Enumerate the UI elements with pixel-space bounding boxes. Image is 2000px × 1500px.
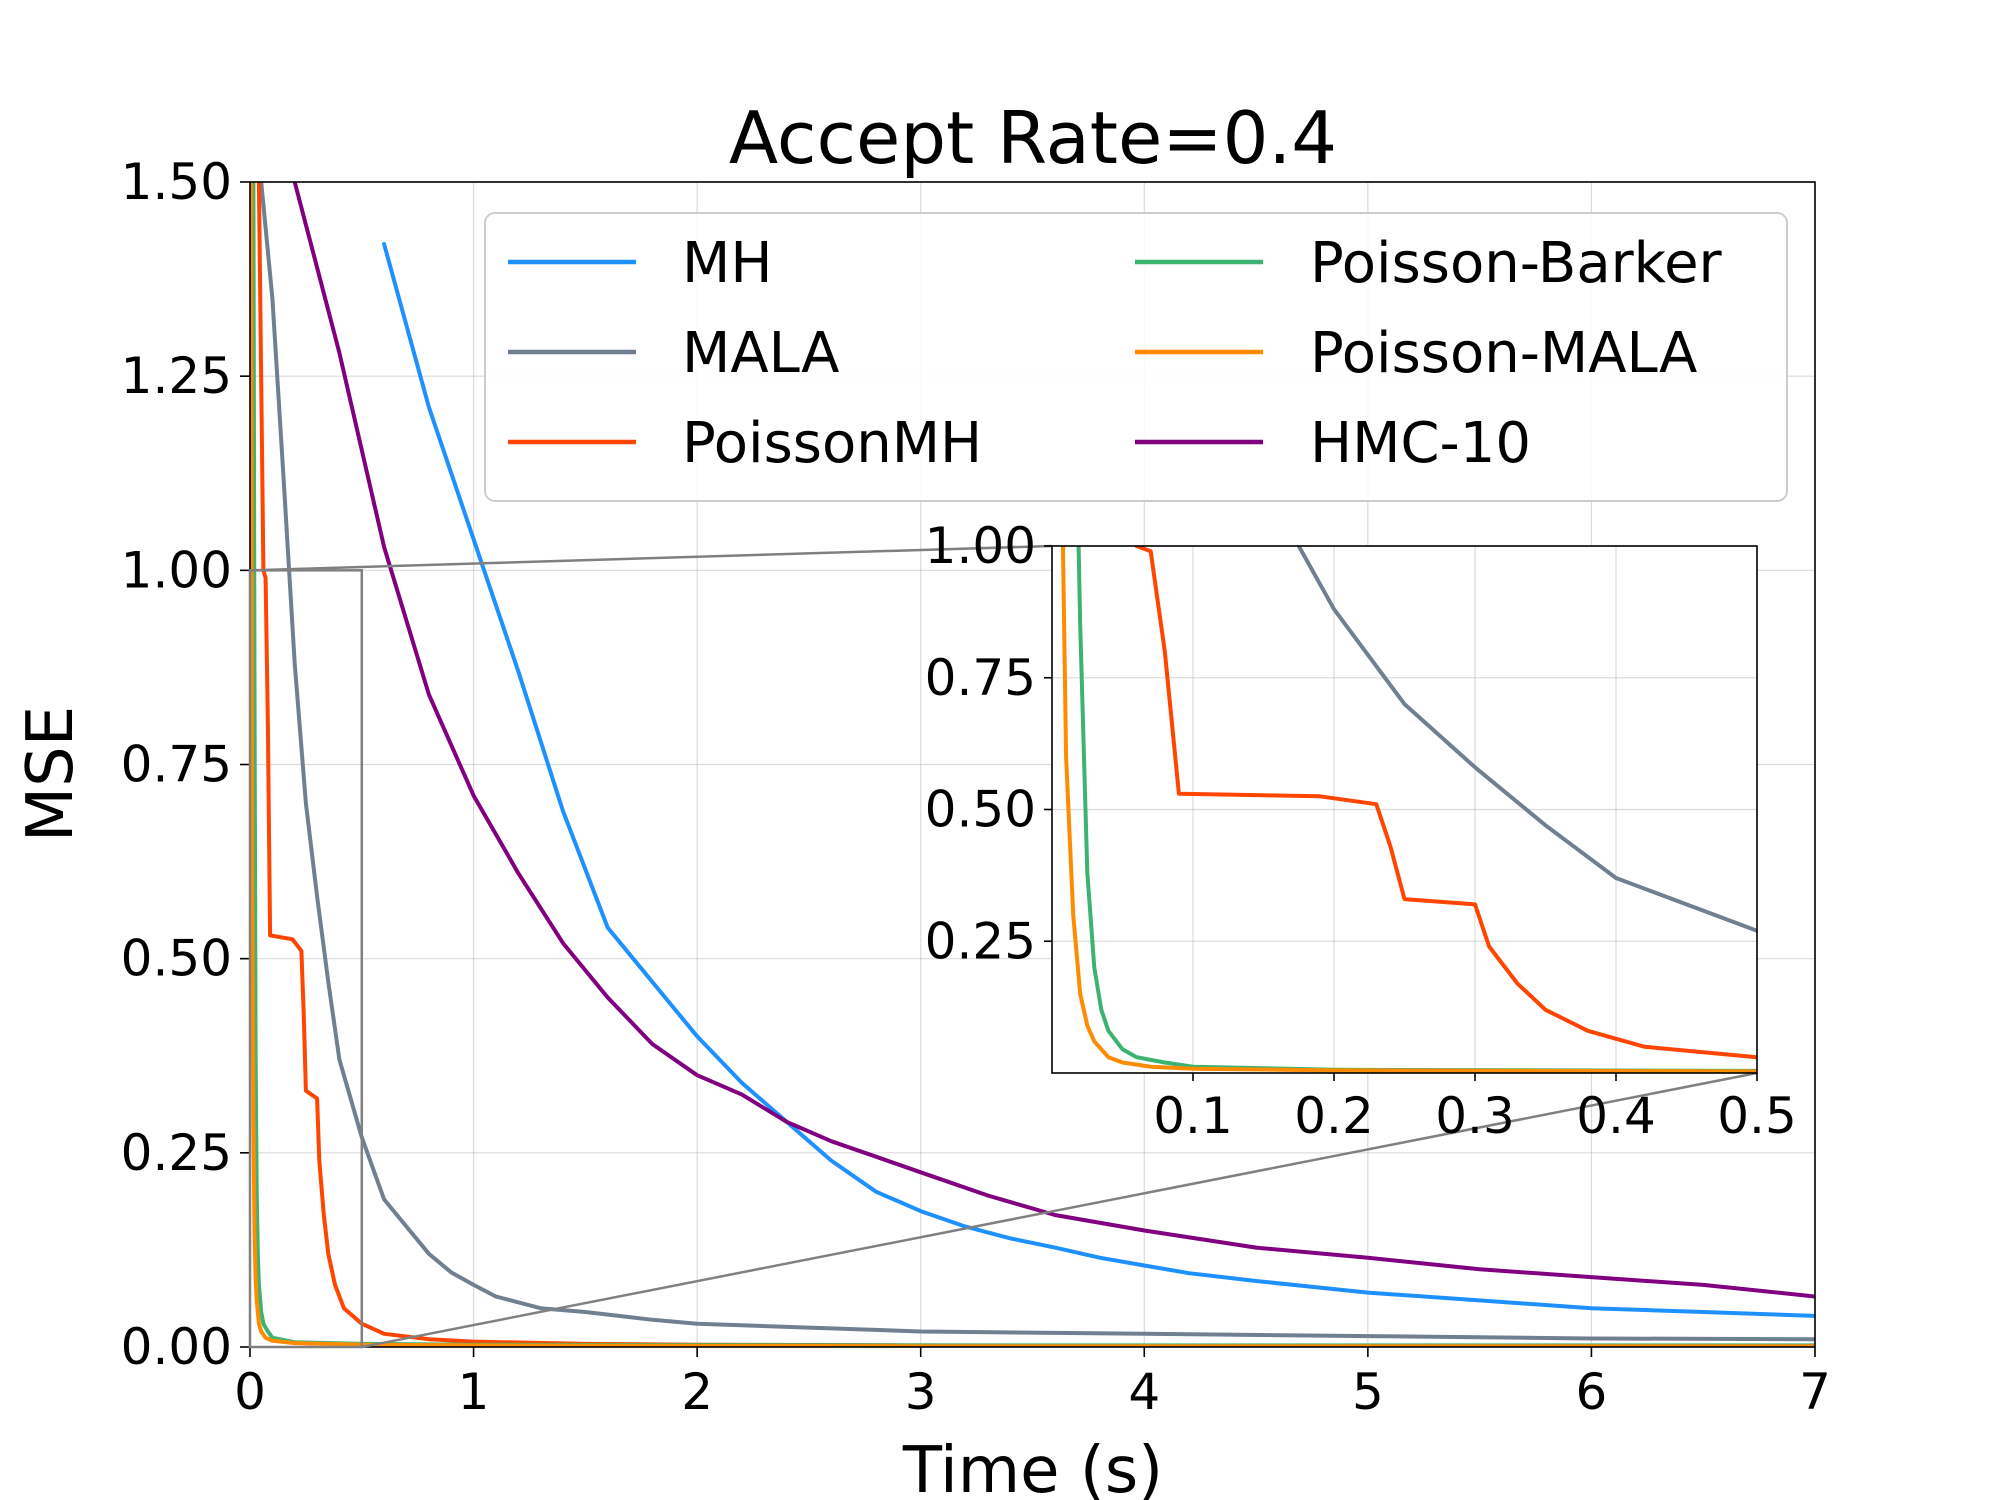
inset-series-group xyxy=(1060,546,1757,1073)
main-y-tick-label: 0.00 xyxy=(121,1318,232,1376)
main-y-tick-label: 0.25 xyxy=(121,1124,232,1182)
chart-title: Accept Rate=0.4 xyxy=(729,96,1337,180)
inset-x-tick-label: 0.1 xyxy=(1153,1087,1233,1145)
inset-y-tick-label: 0.25 xyxy=(925,912,1036,970)
main-x-ticks: 0 1 2 3 4 5 6 7 xyxy=(234,1347,1831,1421)
legend-label: Poisson-MALA xyxy=(1310,321,1697,386)
main-y-tick-label: 0.75 xyxy=(121,736,232,794)
zoom-connector-top xyxy=(249,544,1053,572)
main-x-tick-label: 2 xyxy=(681,1363,713,1421)
zoom-region-box xyxy=(248,569,364,1349)
legend-label: PoissonMH xyxy=(682,411,982,476)
inset-series-line-poissonmh xyxy=(1134,546,1757,1060)
series-line-hmc-10 xyxy=(292,182,1815,1299)
main-y-tick-label: 1.50 xyxy=(121,153,232,211)
inset-background xyxy=(1052,546,1757,1073)
zoom-indicator xyxy=(248,544,1758,1349)
main-series-group xyxy=(250,182,1815,1347)
main-x-tick-label: 5 xyxy=(1352,1363,1384,1421)
series-line-mh xyxy=(382,242,1815,1318)
main-y-tick-label: 0.50 xyxy=(121,930,232,988)
legend-label: MH xyxy=(682,231,772,296)
x-axis-label: Time (s) xyxy=(902,1434,1163,1500)
main-x-tick-label: 3 xyxy=(905,1363,937,1421)
inset-y-tick-label: 0.75 xyxy=(925,649,1036,707)
inset-series-line-mala xyxy=(1296,546,1757,933)
main-x-tick-label: 1 xyxy=(458,1363,490,1421)
inset-x-tick-label: 0.4 xyxy=(1576,1087,1656,1145)
inset-y-tick-label: 1.00 xyxy=(925,517,1036,575)
inset-x-tick-label: 0.2 xyxy=(1294,1087,1374,1145)
inset-x-tick-label: 0.5 xyxy=(1717,1087,1797,1145)
main-x-tick-label: 7 xyxy=(1799,1363,1831,1421)
inset-series-line-poisson-mala xyxy=(1060,546,1757,1073)
main-x-tick-label: 0 xyxy=(234,1363,266,1421)
legend-label: Poisson-Barker xyxy=(1310,231,1723,296)
legend-label: HMC-10 xyxy=(1310,411,1531,476)
inset-x-ticks: 0.1 0.2 0.3 0.4 0.5 xyxy=(1153,1073,1797,1145)
main-y-ticks: 0.00 0.25 0.50 0.75 1.00 1.25 1.50 xyxy=(121,153,250,1376)
legend-label: MALA xyxy=(682,321,839,386)
main-x-tick-label: 6 xyxy=(1576,1363,1608,1421)
legend: MH MALA PoissonMH Poisson-Barker Poisson-MAL… xyxy=(484,212,1788,502)
inset-series-line-poisson-barker xyxy=(1076,546,1757,1073)
legend-box xyxy=(484,212,1788,502)
main-y-tick-label: 1.00 xyxy=(121,541,232,599)
inset-y-tick-label: 0.50 xyxy=(925,781,1036,839)
inset-x-tick-label: 0.3 xyxy=(1435,1087,1515,1145)
series-line-mala xyxy=(259,182,1815,1342)
zoom-connector-bottom xyxy=(361,1071,1758,1349)
main-y-tick-label: 1.25 xyxy=(121,347,232,405)
main-x-tick-label: 4 xyxy=(1128,1363,1160,1421)
series-line-poisson-mala xyxy=(250,182,1815,1347)
inset-y-ticks: 0.25 0.50 0.75 1.00 xyxy=(925,517,1052,970)
y-axis-label: MSE xyxy=(14,706,88,842)
